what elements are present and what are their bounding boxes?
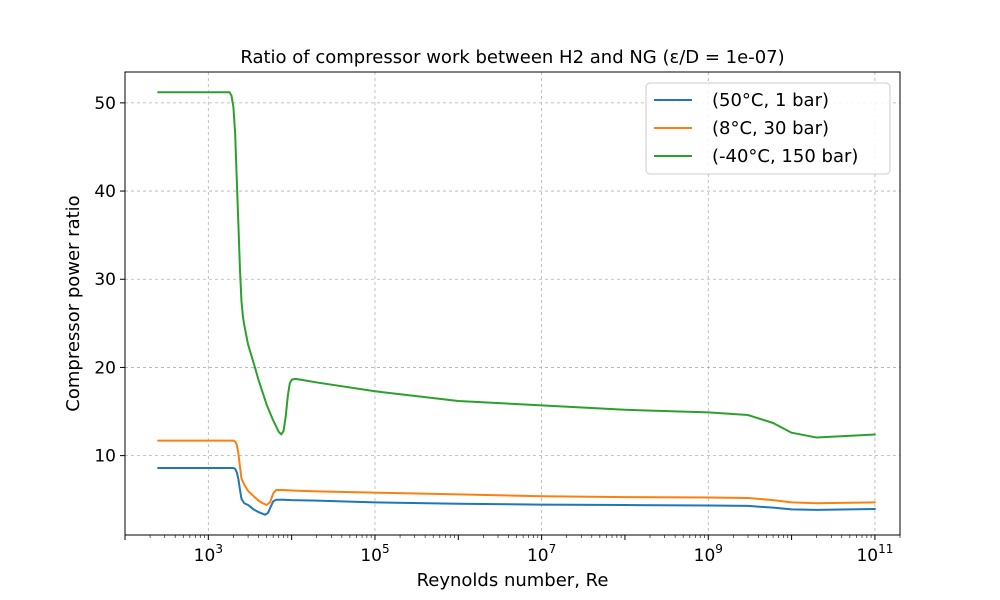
legend-box <box>645 82 891 175</box>
legend-label: (50°C, 1 bar) <box>712 90 829 111</box>
y-tick-label: 50 <box>94 94 116 114</box>
x-tick-label: 1011 <box>856 542 893 566</box>
x-axis-ticks: 103 105 107 109 1011 <box>124 535 901 566</box>
y-tick-label: 30 <box>94 270 116 290</box>
x-tick-label: 109 <box>694 542 723 566</box>
legend: (50°C, 1 bar) (8°C, 30 bar) (-40°C, 150 ba… <box>645 82 891 175</box>
y-axis-ticks: 10 20 30 40 50 <box>94 94 125 467</box>
chart-title: Ratio of compressor work between H2 and … <box>240 47 784 68</box>
series-lines <box>157 91 876 516</box>
y-tick-label: 20 <box>94 358 116 378</box>
x-tick-label: 107 <box>527 542 556 566</box>
y-axis-label: Compressor power ratio <box>63 195 84 411</box>
x-axis-label: Reynolds number, Re <box>417 570 609 591</box>
legend-label: (-40°C, 150 bar) <box>712 146 858 167</box>
series-line-2 <box>157 439 876 507</box>
series-line-1 <box>157 466 876 516</box>
y-tick-label: 10 <box>94 447 116 467</box>
legend-label: (8°C, 30 bar) <box>712 118 829 139</box>
series-line-3 <box>157 91 876 439</box>
y-tick-label: 40 <box>94 182 116 202</box>
x-tick-label: 105 <box>360 542 389 566</box>
plot-frame <box>124 71 901 536</box>
grid-lines <box>125 72 900 535</box>
x-tick-label: 103 <box>194 542 223 566</box>
